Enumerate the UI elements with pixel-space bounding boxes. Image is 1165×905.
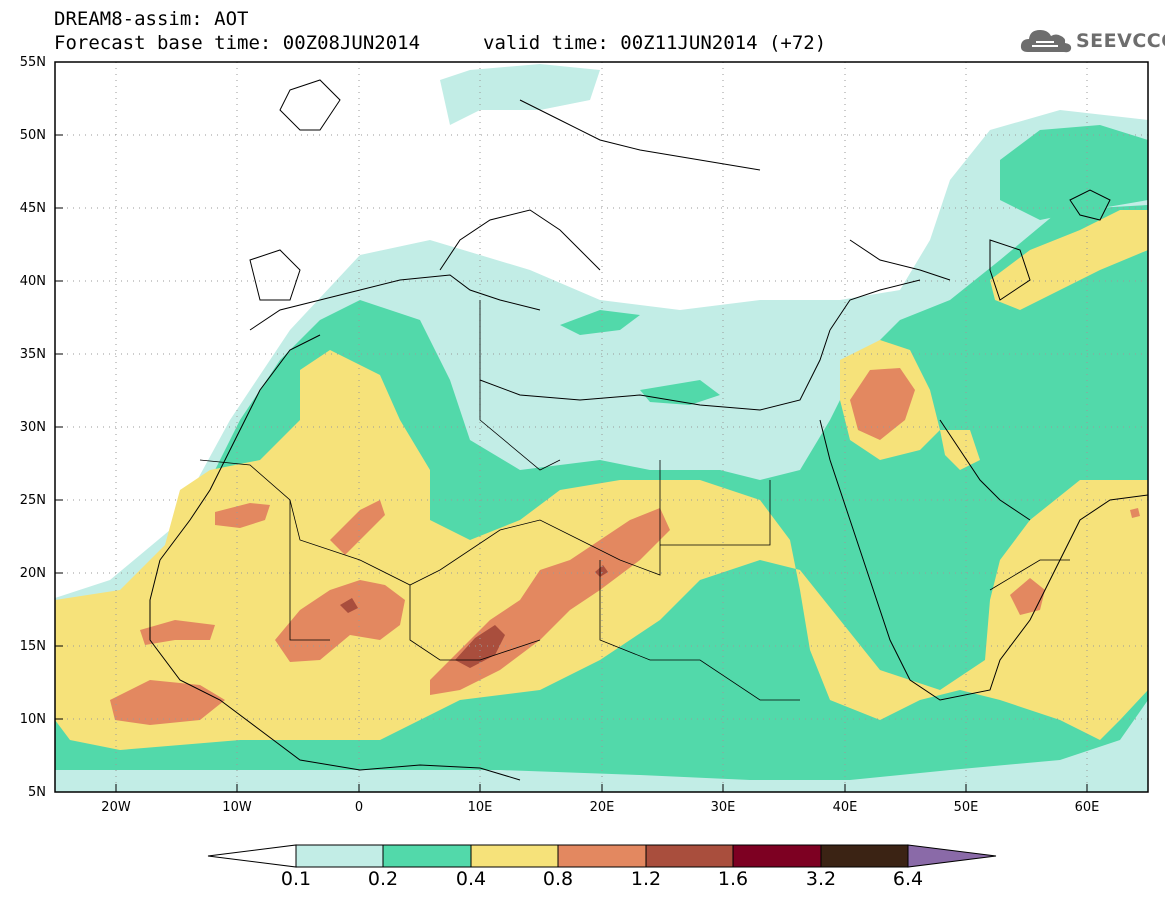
lat-tick-label: 30N bbox=[19, 420, 46, 435]
colorbar-segment bbox=[382, 844, 472, 868]
lon-tick-label: 60E bbox=[1074, 800, 1100, 815]
lat-tick-label: 35N bbox=[19, 347, 46, 362]
lon-tick-label: 10E bbox=[467, 800, 493, 815]
colorbar-segment bbox=[645, 844, 734, 868]
lon-tick-label: 10W bbox=[222, 800, 252, 815]
colorbar-label: 6.4 bbox=[892, 868, 924, 890]
colorbar-segment bbox=[820, 844, 909, 868]
lon-tick-label: 0 bbox=[354, 800, 364, 815]
colorbar-segment bbox=[295, 844, 384, 868]
forecast-base-time: Forecast base time: 00Z08JUN2014 bbox=[54, 32, 421, 54]
colorbar-segment bbox=[470, 844, 559, 868]
graticule bbox=[55, 62, 1148, 792]
colorbar-label: 1.2 bbox=[630, 868, 662, 890]
lon-tick-label: 20E bbox=[589, 800, 615, 815]
lat-tick-label: 20N bbox=[19, 566, 46, 581]
coastlines bbox=[149, 79, 1148, 781]
colorbar-label: 3.2 bbox=[805, 868, 837, 890]
logo-text: SEEVCCC bbox=[1076, 30, 1165, 52]
colorbar-label: 0.4 bbox=[455, 868, 487, 890]
lat-tick-label: 40N bbox=[19, 274, 46, 289]
colorbar-label: 0.1 bbox=[280, 868, 312, 890]
cloud-icon bbox=[1020, 30, 1072, 53]
lat-tick-label: 15N bbox=[19, 639, 46, 654]
colorbar-label: 0.8 bbox=[542, 868, 574, 890]
lon-tick-label: 30E bbox=[710, 800, 736, 815]
colorbar-segment bbox=[557, 844, 647, 868]
aot-band-1.2 bbox=[340, 565, 608, 668]
lon-tick-label: 50E bbox=[953, 800, 979, 815]
colorbar-segment bbox=[732, 844, 822, 868]
lat-tick-label: 45N bbox=[19, 201, 46, 216]
lat-tick-label: 5N bbox=[28, 785, 46, 800]
lat-tick-label: 25N bbox=[19, 493, 46, 508]
lat-tick-label: 10N bbox=[19, 712, 46, 727]
lon-tick-label: 20W bbox=[101, 800, 131, 815]
country-borders bbox=[199, 300, 1070, 701]
map-title: DREAM8-assim: AOT bbox=[54, 8, 249, 30]
colorbar-low-arrow bbox=[207, 844, 297, 868]
colorbar-high-arrow bbox=[907, 844, 997, 868]
lon-tick-label: 40E bbox=[832, 800, 858, 815]
colorbar-label: 0.2 bbox=[367, 868, 399, 890]
lat-tick-label: 55N bbox=[19, 55, 46, 70]
seevccc-logo: SEEVCCC bbox=[1018, 24, 1165, 58]
valid-time: valid time: 00Z11JUN2014 (+72) bbox=[483, 32, 827, 54]
lat-tick-label: 50N bbox=[19, 128, 46, 143]
colorbar-label: 1.6 bbox=[717, 868, 749, 890]
